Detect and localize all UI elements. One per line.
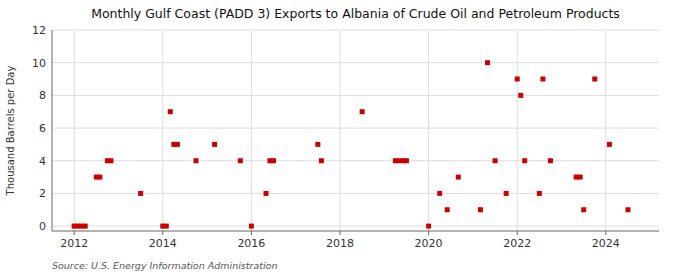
y-grid-line [52, 160, 659, 161]
x-tick [605, 231, 606, 235]
x-grid-line [428, 30, 429, 231]
data-point [607, 142, 612, 147]
x-tick-label: 2018 [326, 237, 354, 250]
data-point [249, 224, 254, 229]
y-tick-label: 6 [39, 122, 46, 135]
points [72, 60, 631, 228]
y-tick-label: 4 [39, 155, 46, 168]
x-tick [162, 231, 163, 235]
data-point [592, 77, 597, 82]
x-grid-line [605, 30, 606, 231]
source-note: Source: U.S. Energy Information Administ… [52, 260, 277, 271]
data-point [515, 77, 520, 82]
y-grid-line [52, 95, 659, 96]
chart-title: Monthly Gulf Coast (PADD 3) Exports to A… [91, 6, 620, 21]
x-axis-line [52, 231, 659, 232]
y-grid-line [52, 30, 659, 31]
grid [52, 30, 659, 231]
x-grid-line [517, 30, 518, 231]
x-tick [339, 231, 340, 235]
x-tick [428, 231, 429, 235]
data-point [404, 158, 409, 163]
x-grid-line [339, 30, 340, 231]
data-point [83, 224, 88, 229]
data-point [426, 224, 431, 229]
data-point [518, 93, 523, 98]
data-point [581, 207, 586, 212]
data-point [625, 207, 630, 212]
data-point [108, 158, 113, 163]
x-tick-label: 2014 [149, 237, 177, 250]
data-point [456, 175, 461, 180]
y-tick-label: 8 [39, 89, 46, 102]
x-tick-label: 2022 [503, 237, 531, 250]
x-tick [517, 231, 518, 235]
y-axis-label: Thousand Barrels per Day [5, 66, 16, 197]
data-point [537, 191, 542, 196]
chart-container: 2012 2014 2016 2018 2020 2022 2024 0 2 4 6 8 10 12 Tho… [0, 0, 675, 275]
y-grid-line [52, 128, 659, 129]
x-tick [251, 231, 252, 235]
data-point [319, 158, 324, 163]
data-point [445, 207, 450, 212]
x-tick-label: 2016 [237, 237, 265, 250]
y-axis-line [52, 30, 53, 231]
y-grid-line [52, 62, 659, 63]
data-point [97, 175, 102, 180]
y-tick-label: 2 [39, 187, 46, 200]
data-point [164, 224, 169, 229]
data-point [315, 142, 320, 147]
data-point [175, 142, 180, 147]
y-tick-label: 10 [32, 57, 46, 70]
data-point [522, 158, 527, 163]
x-tick-label: 2012 [60, 237, 88, 250]
x-grid-line [74, 30, 75, 231]
y-tick-label: 0 [39, 220, 46, 233]
data-point [193, 158, 198, 163]
data-point [264, 191, 269, 196]
data-point [578, 175, 583, 180]
data-point [478, 207, 483, 212]
x-tick-label: 2020 [415, 237, 443, 250]
x-tick-label: 2024 [592, 237, 620, 250]
data-point [437, 191, 442, 196]
y-tick-label: 12 [32, 24, 46, 37]
data-point [138, 191, 143, 196]
data-point [540, 77, 545, 82]
data-point [212, 142, 217, 147]
x-grid-line [251, 30, 252, 231]
data-point [271, 158, 276, 163]
axes: 2012 2014 2016 2018 2020 2022 2024 0 2 4 6 8 10 12 [32, 24, 659, 250]
chart-svg: 2012 2014 2016 2018 2020 2022 2024 0 2 4 6 8 10 12 Tho… [0, 0, 675, 275]
data-point [360, 109, 365, 114]
data-point [168, 109, 173, 114]
data-point [504, 191, 509, 196]
data-point [238, 158, 243, 163]
data-point [548, 158, 553, 163]
x-grid-line [162, 30, 163, 231]
y-grid-line [52, 226, 659, 227]
data-point [485, 60, 490, 65]
data-point [493, 158, 498, 163]
x-tick [74, 231, 75, 235]
